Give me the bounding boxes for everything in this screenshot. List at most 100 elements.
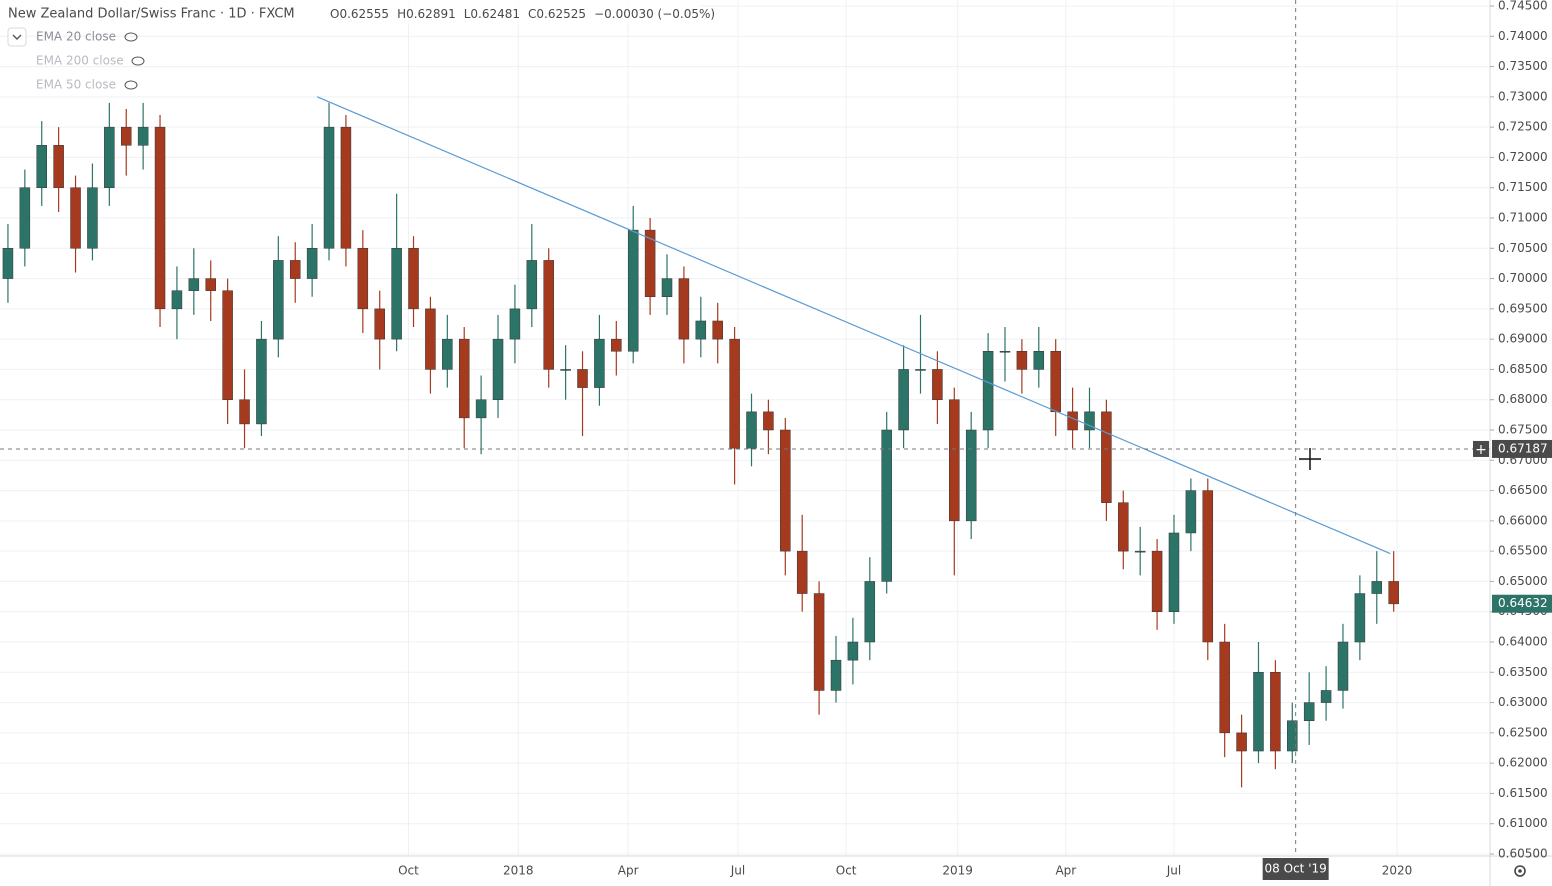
candle-body (1151, 550, 1163, 612)
y-tick-label: 0.69500 (1498, 301, 1548, 315)
candle-body (1219, 641, 1230, 734)
candle-body (120, 126, 132, 146)
candle-body (644, 229, 656, 297)
candle-body (188, 278, 200, 291)
x-tick-label: Apr (618, 864, 639, 878)
y-tick-label: 0.66000 (1498, 513, 1548, 527)
y-tick-label: 0.62500 (1498, 725, 1548, 739)
y-tick-label: 0.66500 (1498, 483, 1548, 497)
gear-center (1518, 869, 1522, 873)
cursor (1299, 448, 1321, 470)
y-tick-label: 0.64000 (1498, 635, 1548, 649)
candle-body (87, 187, 98, 249)
x-tick-label: 2019 (942, 864, 973, 878)
candle-body (763, 411, 774, 431)
candle-body (492, 338, 504, 400)
candle-body (1287, 720, 1298, 752)
header-bg (0, 0, 700, 24)
candle-body (1270, 672, 1281, 752)
settings-icon[interactable] (1514, 865, 1526, 877)
y-tick-label: 0.65500 (1498, 544, 1548, 558)
crosshair-x-label: 08 Oct '19 (1265, 862, 1327, 876)
candle-body (222, 290, 233, 400)
indicator-label: EMA 20 close (36, 30, 116, 44)
indicator-label: EMA 200 close (36, 54, 124, 68)
x-tick-label: 2020 (1382, 864, 1413, 878)
y-tick-label: 0.63000 (1498, 695, 1548, 709)
candle-body (526, 260, 538, 310)
candle-body (796, 550, 808, 594)
candle-body (357, 248, 369, 310)
candle-body (53, 145, 64, 188)
candle-body (1236, 732, 1247, 752)
candle-body (1118, 502, 1129, 552)
y-tick-label: 0.68000 (1498, 392, 1548, 406)
candle-body (1067, 411, 1078, 431)
candle-body (475, 399, 487, 419)
candle-body (864, 581, 876, 643)
candle-body (881, 429, 892, 582)
collapse-button[interactable] (7, 27, 27, 47)
candle-body (661, 278, 673, 297)
header-value: −0.00030 (−0.05%) (594, 7, 715, 21)
hide-icon[interactable] (124, 80, 138, 90)
candle-body (746, 411, 757, 449)
add-button[interactable] (1473, 440, 1489, 457)
candle-body (729, 338, 740, 449)
crosshair-y-box (1492, 439, 1552, 458)
y-tick-label: 0.69000 (1498, 332, 1548, 346)
y-tick-label: 0.67500 (1498, 423, 1548, 437)
candle-body (1388, 581, 1399, 605)
y-tick-label: 0.61000 (1498, 816, 1548, 830)
candle-body (999, 351, 1011, 353)
x-tick-label: Oct (398, 864, 419, 878)
x-tick-label: 2018 (503, 864, 534, 878)
candle-body (391, 248, 402, 340)
candle-body (1253, 672, 1264, 752)
candle-body (898, 369, 909, 431)
candle-body (594, 338, 605, 388)
y-tick-label: 0.62000 (1498, 756, 1548, 770)
candle-body (425, 308, 436, 370)
hide-icon[interactable] (124, 32, 138, 42)
trendline (316, 96, 1391, 555)
hide-icon[interactable] (131, 56, 145, 66)
header-value: L0.62481 (464, 7, 520, 21)
last-price-label: 0.64632 (1498, 596, 1548, 610)
gear (1514, 865, 1526, 877)
candle-body (408, 248, 419, 310)
candle-body (560, 369, 571, 371)
chevron-icon (12, 34, 22, 40)
y-tick-label: 0.71500 (1498, 180, 1548, 194)
candle-body (932, 369, 943, 400)
crosshair-x-box (1262, 858, 1329, 880)
candle-body (458, 338, 470, 419)
crosshair-y-label: 0.67187 (1498, 441, 1548, 455)
y-tick-label: 0.74500 (1498, 0, 1548, 13)
candle-body (137, 126, 149, 146)
candle-body (374, 308, 385, 340)
candle-body (982, 351, 994, 431)
symbol-title: New Zealand Dollar/Swiss Franc · 1D · FX… (8, 7, 295, 22)
indicator-label: EMA 50 close (36, 78, 116, 92)
candle-body (1303, 702, 1315, 721)
y-tick-label: 0.73500 (1498, 59, 1548, 73)
y-tick-label: 0.72000 (1498, 150, 1548, 164)
candle-body (171, 290, 183, 310)
candle-body (1101, 411, 1112, 503)
candle-body (949, 399, 960, 522)
candle-body (611, 338, 622, 352)
overlay (0, 0, 1490, 856)
candle-body (104, 126, 115, 188)
candle-body (1168, 532, 1180, 612)
candle-body (239, 399, 250, 425)
candle-body (577, 369, 588, 388)
candle-body (915, 369, 926, 371)
y-tick-label: 0.74000 (1498, 29, 1548, 43)
candle-body (627, 229, 639, 352)
candle-body (1337, 641, 1349, 691)
candle-body (1033, 351, 1045, 370)
candle-body (19, 187, 31, 249)
candle-body (1050, 351, 1061, 413)
y-tick-label: 0.65000 (1498, 574, 1548, 588)
